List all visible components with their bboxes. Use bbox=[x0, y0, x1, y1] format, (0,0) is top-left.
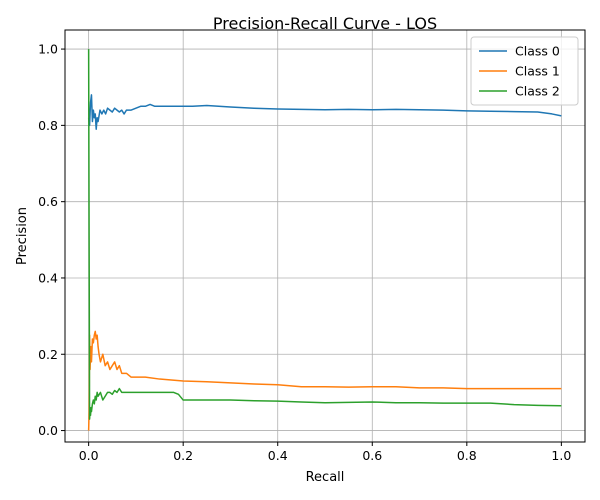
y-tick-label: 0.6 bbox=[38, 194, 58, 209]
y-tick-label: 0.8 bbox=[38, 118, 58, 133]
chart-title: Precision-Recall Curve - LOS bbox=[213, 14, 437, 33]
legend-box bbox=[470, 36, 579, 106]
legend-label: Class 0 bbox=[515, 44, 560, 59]
series-line-class-2 bbox=[87, 49, 562, 420]
series-line-class-0 bbox=[87, 94, 562, 130]
legend-label: Class 1 bbox=[515, 64, 560, 79]
x-tick-label: 0.2 bbox=[173, 448, 193, 463]
x-tick-label: 0.0 bbox=[79, 448, 99, 463]
legend-label: Class 2 bbox=[515, 84, 560, 99]
x-axis-ticks: 0.0 0.2 0.4 0.6 0.8 1.0 bbox=[79, 442, 571, 463]
y-tick-label: 0.0 bbox=[38, 423, 58, 438]
legend: Class 0 Class 1 Class 2 bbox=[470, 36, 579, 106]
y-tick-label: 1.0 bbox=[38, 42, 58, 57]
x-tick-label: 0.6 bbox=[362, 448, 382, 463]
y-tick-label: 0.2 bbox=[38, 347, 58, 362]
plot-frame bbox=[64, 29, 586, 443]
y-axis-ticks: 0.0 0.2 0.4 0.6 0.8 1.0 bbox=[38, 42, 65, 438]
x-tick-label: 0.4 bbox=[268, 448, 288, 463]
x-tick-label: 0.8 bbox=[457, 448, 477, 463]
y-tick-label: 0.4 bbox=[38, 270, 58, 285]
series-line-class-1 bbox=[87, 330, 562, 431]
y-axis-label: Precision bbox=[15, 207, 30, 265]
x-tick-label: 1.0 bbox=[551, 448, 571, 463]
x-axis-label: Recall bbox=[306, 470, 345, 485]
plot-series bbox=[87, 49, 562, 431]
